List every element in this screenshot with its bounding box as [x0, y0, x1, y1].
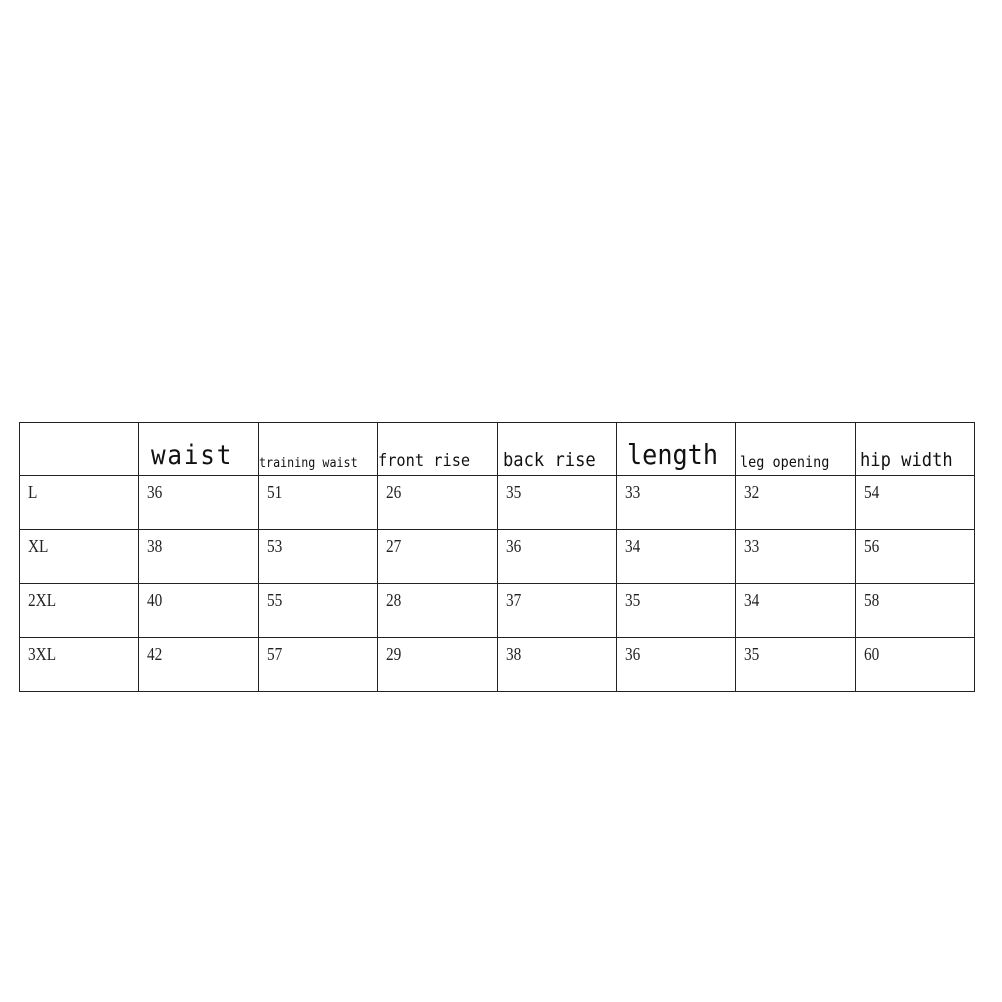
value-cell-text: 51	[266, 482, 283, 502]
value-cell: 33	[735, 529, 856, 584]
header-label: training waist	[258, 456, 358, 471]
size-cell: 2XL	[18, 583, 140, 638]
value-cell-text: 60	[863, 644, 880, 664]
value-cell: 53	[257, 529, 379, 584]
table-row: 2XL 40 55 28 37 35 34 58	[18, 583, 976, 638]
value-cell-text: 57	[266, 644, 283, 664]
table-row: L 36 51 26 35 33 32 54	[18, 475, 976, 530]
value-cell: 26	[377, 475, 498, 530]
value-cell-text: 37	[505, 590, 521, 610]
header-label: hip width	[859, 449, 953, 471]
value-cell: 34	[735, 583, 856, 638]
value-cell-text: 38	[147, 536, 163, 556]
header-front-rise: front rise	[377, 422, 498, 476]
value-cell: 54	[854, 475, 976, 530]
header-leg-opening: leg opening	[735, 422, 856, 476]
value-cell-text: 35	[505, 482, 521, 502]
value-cell-text: 35	[624, 590, 641, 610]
value-cell-text: 54	[863, 482, 880, 502]
header-cell-empty	[18, 422, 140, 476]
value-cell-text: 56	[863, 536, 880, 556]
table-row: XL 38 53 27 36 34 33 56	[18, 529, 976, 584]
header-waist: waist	[138, 422, 259, 476]
size-cell-text: 2XL	[28, 590, 57, 610]
value-cell-text: 33	[744, 536, 760, 556]
value-cell: 29	[377, 637, 498, 692]
value-cell-text: 40	[147, 590, 163, 610]
value-cell: 55	[257, 583, 379, 638]
header-back-rise: back rise	[496, 422, 617, 476]
value-cell: 35	[615, 583, 737, 638]
value-cell-text: 33	[624, 482, 641, 502]
header-label: length	[626, 438, 718, 471]
value-cell: 27	[377, 529, 498, 584]
value-cell-text: 36	[505, 536, 521, 556]
value-cell: 37	[496, 583, 617, 638]
value-cell-text: 34	[744, 590, 760, 610]
value-cell: 58	[854, 583, 976, 638]
value-cell: 36	[496, 529, 617, 584]
value-cell: 42	[138, 637, 259, 692]
value-cell: 40	[138, 583, 259, 638]
value-cell-text: 42	[147, 644, 163, 664]
value-cell-text: 58	[863, 590, 880, 610]
header-length: length	[615, 422, 737, 476]
header-row: waist training waist front rise back ris…	[18, 422, 976, 476]
value-cell: 36	[138, 475, 259, 530]
header-label: waist	[151, 440, 234, 471]
header-training-waist: training waist	[257, 422, 379, 476]
value-cell: 56	[854, 529, 976, 584]
header-label: back rise	[502, 449, 596, 471]
value-cell-text: 36	[147, 482, 163, 502]
size-cell: 3XL	[18, 637, 140, 692]
value-cell: 34	[615, 529, 737, 584]
header-label: front rise	[378, 451, 471, 471]
value-cell: 35	[496, 475, 617, 530]
value-cell-text: 29	[386, 644, 402, 664]
value-cell: 35	[735, 637, 856, 692]
header-label: leg opening	[740, 453, 830, 471]
size-cell: L	[18, 475, 140, 530]
size-cell-text: L	[28, 482, 38, 502]
value-cell-text: 55	[266, 590, 283, 610]
size-cell-text: XL	[28, 536, 49, 556]
value-cell: 57	[257, 637, 379, 692]
value-cell-text: 28	[386, 590, 402, 610]
size-chart-table: waist training waist front rise back ris…	[18, 422, 976, 692]
value-cell: 33	[615, 475, 737, 530]
value-cell: 28	[377, 583, 498, 638]
table-row: 3XL 42 57 29 38 36 35 60	[18, 637, 976, 692]
header-hip-width: hip width	[854, 422, 976, 476]
size-cell-text: 3XL	[28, 644, 57, 664]
value-cell: 32	[735, 475, 856, 530]
value-cell-text: 35	[744, 644, 760, 664]
value-cell-text: 38	[505, 644, 521, 664]
value-cell: 51	[257, 475, 379, 530]
value-cell-text: 36	[624, 644, 641, 664]
value-cell: 38	[496, 637, 617, 692]
value-cell-text: 32	[744, 482, 760, 502]
value-cell: 36	[615, 637, 737, 692]
value-cell-text: 34	[624, 536, 641, 556]
value-cell-text: 27	[386, 536, 402, 556]
value-cell: 60	[854, 637, 976, 692]
value-cell: 38	[138, 529, 259, 584]
size-cell: XL	[18, 529, 140, 584]
value-cell-text: 26	[386, 482, 402, 502]
value-cell-text: 53	[266, 536, 283, 556]
